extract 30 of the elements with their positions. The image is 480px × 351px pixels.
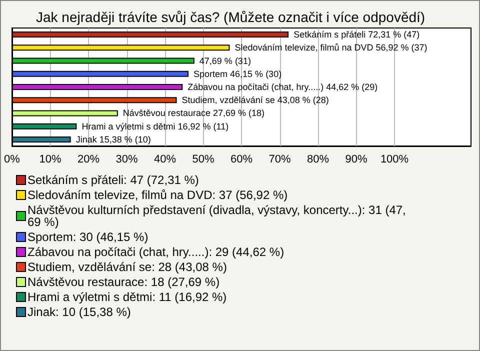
- data-label: Jinak 15,38 % (10): [76, 134, 151, 144]
- x-tick-label: 40%: [154, 154, 176, 166]
- data-label: Studiem, vzdělávání se 43,08 % (28): [182, 95, 329, 106]
- legend-label: Zábavou na počítači (chat, hry.....): 29 (44,62 %): [28, 245, 284, 259]
- x-tick-label: 30%: [116, 154, 138, 166]
- data-label: Hrami a výletmi s dětmi 16,92 % (11): [82, 121, 229, 132]
- x-tick-label: 80%: [306, 154, 330, 166]
- x-tick-label: 20%: [77, 154, 100, 166]
- data-label: Setkáním s přáteli 72,31 % (47): [294, 30, 420, 40]
- x-tick-label: 70%: [268, 154, 291, 166]
- data-label: Sportem 46,15 % (30): [194, 68, 282, 79]
- x-tick-label: 60%: [230, 154, 253, 166]
- legend-label: Setkáním s přáteli: 47 (72,31 %): [28, 173, 199, 187]
- x-tick-label: 0%: [4, 154, 20, 166]
- x-tick-label: 100%: [380, 154, 409, 166]
- data-label: Zábavou na počítači (chat, hry.....) 44,62 % (29): [188, 82, 378, 92]
- x-tick-label: 90%: [345, 154, 368, 166]
- legend-label: Studiem, vzdělávání se: 28 (43,08 %): [28, 260, 227, 274]
- legend-label: Sledováním televize, filmů na DVD: 37 (56,92 %): [28, 188, 288, 202]
- x-tick-label: 10%: [39, 154, 62, 166]
- legend-label: Návštěvou restaurace: 18 (27,69 %): [28, 275, 220, 289]
- data-label: Návštěvou restaurace 27,69 % (18): [122, 108, 264, 118]
- chart-title: Jak nejraději trávíte svůj čas? (Můžete označit i více odpovědí): [36, 9, 426, 25]
- legend-label: Sportem: 30 (46,15 %): [28, 230, 148, 244]
- data-label: Sledováním televize, filmů na DVD 56,92 % (37): [234, 42, 428, 53]
- data-label: 47,69 % (31): [199, 56, 251, 66]
- legend-label: Hrami a výletmi s dětmi: 11 (16,92 %): [28, 290, 227, 304]
- legend-label: Návštěvou kulturních představení (divadla, výstavy, koncerty...): 31 (47,69 %): [28, 203, 406, 229]
- x-tick-label: 50%: [192, 154, 214, 166]
- legend-label: Jinak: 10 (15,38 %): [28, 305, 131, 319]
